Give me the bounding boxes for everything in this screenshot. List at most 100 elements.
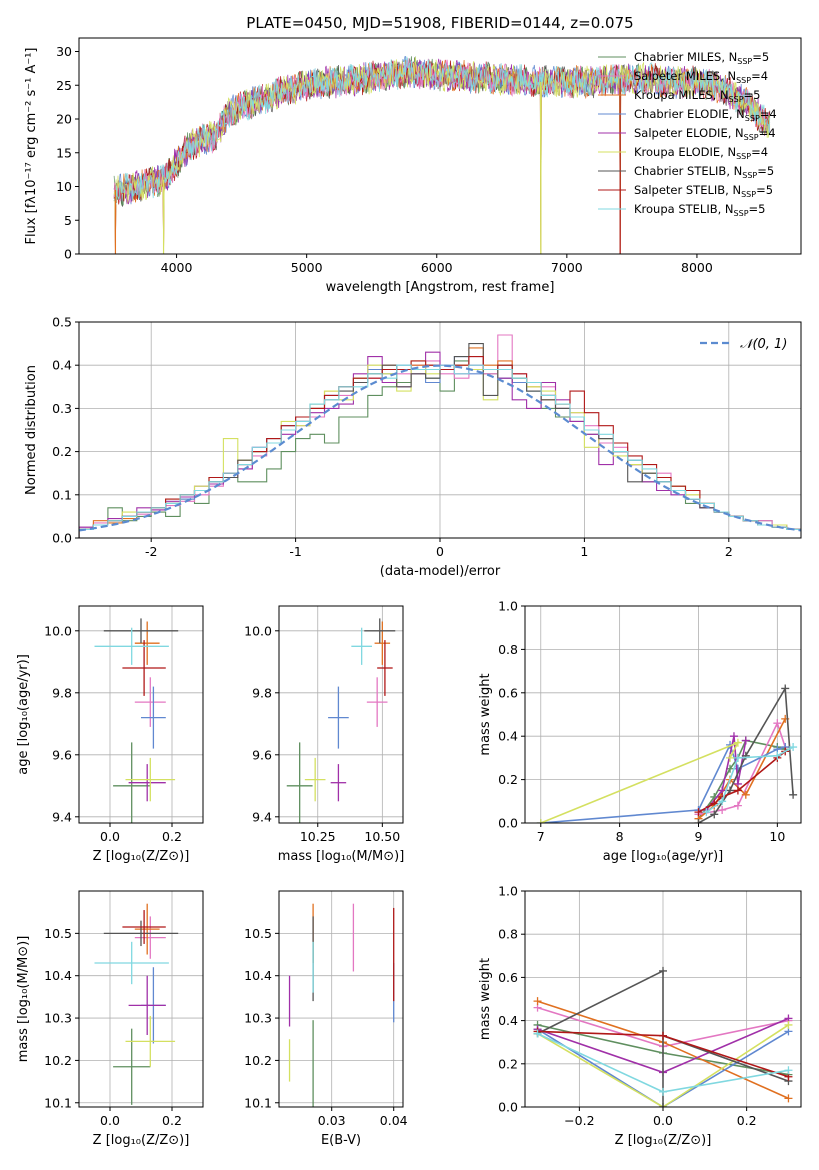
x-axis-label: mass [log₁₀(M/M⊙)] <box>278 849 405 864</box>
y-axis-label: mass weight <box>478 958 493 1040</box>
y-tick-label: 10.0 <box>244 623 272 638</box>
y-tick-label: 9.8 <box>52 685 72 700</box>
y-tick-label: 5 <box>64 213 72 228</box>
x-tick-label: 0.0 <box>100 1113 120 1128</box>
plot-area-residual-histogram <box>79 334 801 538</box>
y-tick-label: 10.5 <box>44 926 72 941</box>
y-tick-label: 10.3 <box>44 1011 72 1026</box>
weight-marker-series-5 <box>784 1020 793 1029</box>
axes-mass-vs-EBV: 0.03 0.04 10.1 10.2 10.3 10.4 10.5 E(B-V) <box>244 890 408 1148</box>
axes-frame <box>78 37 802 255</box>
weight-line-series-3 <box>537 1028 789 1107</box>
axes-age-vs-Z: 0.0 0.2 9.4 9.6 9.8 10.0 Z [log₁₀(Z/Z⊙)] age [l… <box>16 605 204 864</box>
weight-marker-series-2 <box>784 1094 793 1103</box>
histogram-legend-label: 𝒩(0, 1) <box>740 337 787 352</box>
x-tick-label: 0.04 <box>380 1113 408 1128</box>
x-tick-label: 0.03 <box>318 1113 346 1128</box>
x-tick-label: 7000 <box>551 260 583 275</box>
weight-marker-series-7 <box>733 786 742 795</box>
x-tick-label: 10.25 <box>300 829 336 844</box>
y-axis-label: mass [log₁₀(M/M⊙)] <box>16 936 31 1063</box>
axes-residual-histogram: -2 -1 0 1 2 0.0 0.1 0.2 0.3 0.4 0.5 (data-model)/er… <box>24 315 802 579</box>
plot-area-mass-vs-Z <box>94 903 179 1105</box>
y-axis-label: Flux [fλ10⁻¹⁷ erg cm⁻² s⁻¹ A⁻¹] <box>24 48 39 245</box>
weight-marker-series-6 <box>781 684 790 693</box>
y-tick-label: 10.1 <box>244 1095 272 1110</box>
y-tick-label: 0.2 <box>52 444 72 459</box>
axes-age-vs-mass: 10.25 10.50 9.4 9.6 9.8 10.0 mass [log₁₀(M/M⊙)… <box>244 605 405 864</box>
y-tick-label: 20 <box>56 112 72 127</box>
axes-massweight-vs-Z: −0.2 0.0 0.2 0.0 0.2 0.4 0.6 0.8 1.0 Z [log₁₀(Z/Z… <box>478 884 802 1148</box>
y-tick-label: 10.3 <box>244 1011 272 1026</box>
y-tick-label: 0.1 <box>52 487 72 502</box>
y-tick-label: 0.6 <box>498 685 518 700</box>
legend-label-8: Kroupa STELIB, NSSP=5 <box>634 202 765 218</box>
y-tick-label: 0.4 <box>52 358 72 373</box>
y-tick-label: 10.2 <box>44 1053 72 1068</box>
x-tick-label: 5000 <box>291 260 323 275</box>
weight-marker-series-6 <box>659 1103 667 1107</box>
y-axis-label: Normed distribution <box>24 365 39 495</box>
weight-line-series-6 <box>698 685 794 823</box>
plot-area-age-vs-Z <box>94 618 179 823</box>
axes-spectrum: 4000 5000 6000 7000 8000 0 5 10 15 20 25 30 waveleng… <box>24 37 802 295</box>
y-tick-label: 0.4 <box>498 729 518 744</box>
y-tick-label: 9.6 <box>252 747 272 762</box>
weight-marker-series-8 <box>718 797 727 806</box>
x-tick-label: 0.2 <box>737 1113 757 1128</box>
y-tick-label: 10.4 <box>244 968 272 983</box>
x-tick-label: 7 <box>537 829 545 844</box>
legend-label-7: Salpeter STELIB, NSSP=5 <box>634 183 773 199</box>
legend-label-5: Kroupa ELODIE, NSSP=4 <box>634 145 768 161</box>
x-tick-label: 1 <box>580 544 588 559</box>
x-tick-label: 0.2 <box>162 1113 182 1128</box>
y-tick-label: 0.5 <box>52 315 72 330</box>
x-tick-label: 0 <box>436 544 444 559</box>
x-axis-label: E(B-V) <box>321 1133 361 1148</box>
legend-label-1: Salpeter MILES, NSSP=4 <box>634 69 768 85</box>
y-tick-label: 10.0 <box>44 623 72 638</box>
figure-title: PLATE=0450, MJD=51908, FIBERID=0144, z=0… <box>246 14 633 32</box>
spectrum-legend: Chabrier MILES, NSSP=5 Salpeter MILES, NS… <box>598 50 777 218</box>
axes-frame <box>278 890 404 1108</box>
y-tick-label: 25 <box>56 78 72 93</box>
weight-marker-series-8 <box>702 808 711 817</box>
y-tick-label: 0.3 <box>52 401 72 416</box>
x-tick-label: 0.0 <box>100 829 120 844</box>
plot-area-massweight-vs-Z <box>533 966 793 1107</box>
weight-marker-series-8 <box>659 1087 667 1096</box>
weight-marker-series-6 <box>710 810 719 819</box>
axes-mass-vs-Z: 0.0 0.2 10.1 10.2 10.3 10.4 10.5 Z [log₁₀(Z/Z⊙)… <box>16 890 204 1148</box>
weight-marker-series-6 <box>659 966 667 975</box>
y-tick-label: 0.6 <box>498 970 518 985</box>
x-tick-label: 8000 <box>681 260 713 275</box>
axes-frame <box>78 605 204 824</box>
y-tick-label: 0.8 <box>498 927 518 942</box>
weight-marker-series-6 <box>741 751 750 760</box>
legend-label-4: Salpeter ELODIE, NSSP=4 <box>634 126 776 142</box>
weight-marker-series-2 <box>533 997 542 1006</box>
x-tick-label: −0.2 <box>564 1113 594 1128</box>
plot-area-age-vs-mass <box>286 618 396 823</box>
y-tick-label: 0.2 <box>498 772 518 787</box>
weight-marker-series-1 <box>773 719 782 728</box>
plot-area-massweight-vs-age <box>536 684 798 823</box>
y-tick-label: 9.8 <box>252 685 272 700</box>
y-tick-label: 0.8 <box>498 642 518 657</box>
weight-marker-series-8 <box>533 1029 542 1038</box>
legend-label-2: Kroupa MILES, NSSP=5 <box>634 88 760 104</box>
x-tick-label: 6000 <box>421 260 453 275</box>
x-axis-label: wavelength [Angstrom, rest frame] <box>326 280 555 295</box>
x-tick-label: 9 <box>695 829 703 844</box>
y-tick-label: 0.0 <box>52 531 72 546</box>
x-tick-label: -2 <box>145 544 157 559</box>
normal-curve <box>79 364 801 532</box>
weight-marker-series-6 <box>694 819 703 823</box>
plot-area-mass-vs-EBV <box>288 903 395 1107</box>
y-axis-label: age [log₁₀(age/yr)] <box>16 654 31 775</box>
y-tick-label: 0.2 <box>498 1056 518 1071</box>
weight-marker-series-5 <box>733 738 742 747</box>
axes-frame <box>278 605 404 824</box>
